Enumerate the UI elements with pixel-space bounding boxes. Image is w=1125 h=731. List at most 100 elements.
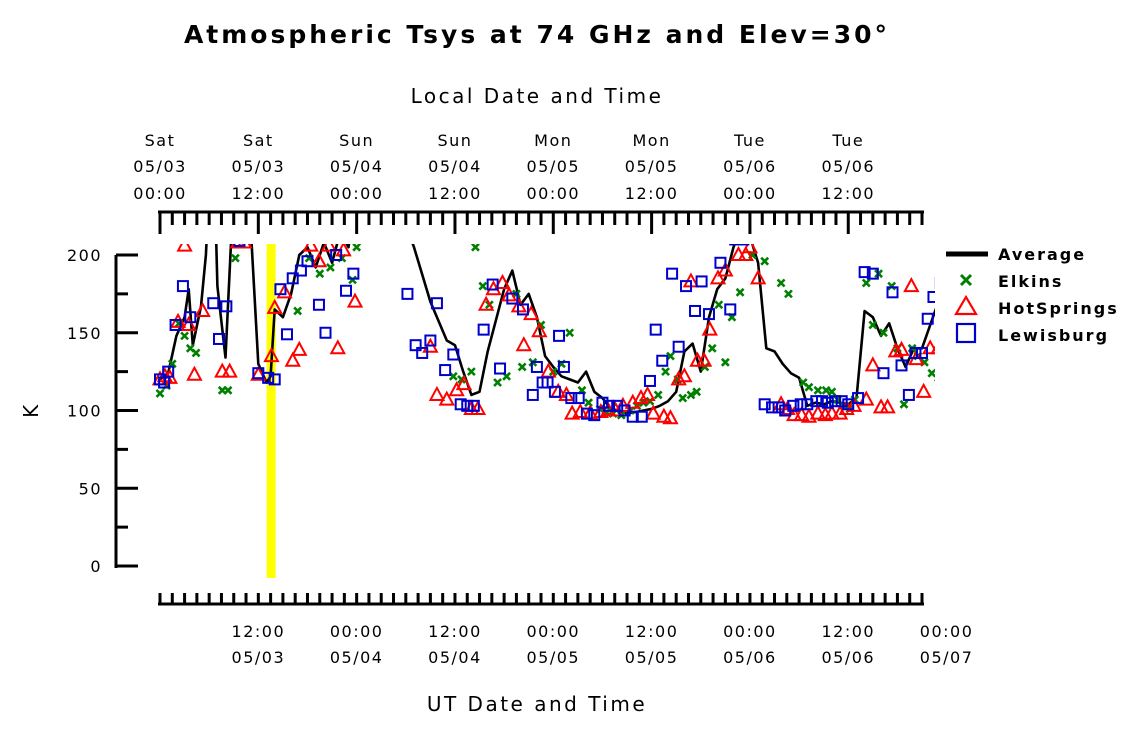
y-tick-label: 50 — [79, 479, 102, 498]
bottom-tick-time: 12:00 — [232, 622, 286, 641]
top-tick-time: 00:00 — [330, 184, 384, 203]
lewisburg-point — [895, 359, 908, 372]
lewisburg-point — [852, 392, 865, 405]
elkins-point — [565, 328, 575, 338]
lewisburg-point — [169, 318, 182, 331]
lewisburg-point — [596, 396, 609, 409]
lewisburg-point — [927, 290, 935, 303]
hotsprings-point — [717, 261, 734, 277]
hotsprings-point — [864, 356, 882, 372]
hotsprings-point — [938, 302, 951, 314]
lewisburg-point — [902, 388, 915, 401]
elkins-point — [661, 367, 670, 377]
bottom-tick-date: 05/05 — [625, 648, 679, 667]
hotsprings-point — [320, 244, 337, 252]
bottom-tick-date: 05/06 — [821, 648, 875, 667]
series-lewisburg — [154, 244, 935, 423]
bottom-tick-time: 00:00 — [330, 622, 384, 641]
lewisburg-point — [829, 395, 842, 408]
lewisburg-point — [553, 329, 566, 342]
lewisburg-point — [695, 275, 708, 288]
top-tick-date: 05/06 — [821, 157, 875, 176]
hotsprings-point — [515, 336, 532, 352]
hotsprings-point — [695, 351, 713, 367]
lewisburg-point — [588, 409, 601, 422]
lewisburg-point — [729, 244, 742, 246]
bottom-tick-time: 00:00 — [723, 622, 777, 641]
y-axis-label: K — [19, 402, 43, 418]
hotsprings-point — [915, 382, 932, 398]
hotsprings-point — [741, 244, 759, 254]
elkins-point — [861, 278, 871, 288]
elkins-point — [326, 263, 335, 272]
elkins-point — [155, 388, 165, 398]
hotsprings-point — [903, 277, 920, 293]
elkins-point — [720, 357, 730, 367]
lewisburg-point — [184, 311, 197, 324]
hotsprings-point — [701, 320, 718, 336]
lewisburg-point — [635, 410, 648, 423]
hotsprings-point — [263, 346, 280, 363]
top-tick-day: Sat — [243, 131, 274, 150]
hotsprings-point — [879, 398, 896, 414]
lewisburg-point — [286, 272, 299, 285]
elkins-point — [933, 374, 935, 382]
elkins-point — [887, 281, 897, 291]
lewisburg-point — [702, 308, 715, 321]
hotsprings-point — [236, 244, 253, 249]
lewisburg-point — [672, 340, 685, 353]
lewisburg-point — [643, 374, 656, 387]
top-tick-time: 00:00 — [133, 184, 187, 203]
lewisburg-point — [274, 283, 287, 296]
hotsprings-point — [632, 388, 650, 405]
elkins-point — [927, 368, 935, 378]
legend-label: Lewisburg — [998, 326, 1109, 345]
lewisburg-point — [714, 256, 727, 269]
lewisburg-point — [794, 398, 807, 411]
lewisburg-point — [866, 267, 879, 280]
lewisburg-point — [506, 292, 519, 305]
lewisburg-point — [516, 303, 529, 316]
hotsprings-point — [749, 269, 767, 285]
x-axis-label: UT Date and Time — [427, 692, 647, 716]
lewisburg-point — [821, 396, 834, 409]
elkins-point — [879, 328, 888, 338]
hotsprings-point — [831, 404, 849, 420]
elkins-point — [868, 320, 878, 330]
lewisburg-point — [262, 371, 275, 384]
elkins-point — [899, 399, 909, 409]
y-tick-label: 100 — [67, 402, 102, 421]
elkins-point — [584, 398, 593, 408]
elkins-point — [293, 306, 303, 316]
lewisburg-point — [339, 284, 352, 297]
lewisburg-point — [557, 360, 570, 373]
lewisburg-point — [301, 255, 314, 268]
top-tick-date: 05/05 — [526, 157, 580, 176]
lewisburg-point — [548, 385, 561, 398]
lewisburg-point — [467, 399, 480, 412]
lewisburg-point — [603, 399, 616, 412]
lewisburg-point — [486, 278, 499, 291]
legend-label: Average — [998, 245, 1086, 264]
bottom-tick-time: 00:00 — [526, 622, 580, 641]
bottom-axis: 12:00 05/03 00:00 05/04 12:00 05/04 00:00 05/05… — [158, 593, 972, 667]
lewisburg-point — [477, 323, 490, 336]
bottom-tick-date: 05/04 — [428, 648, 482, 667]
lewisburg-point — [176, 280, 189, 293]
lewisburg-point — [541, 376, 554, 389]
hotsprings-point — [284, 351, 301, 367]
hotsprings-point — [438, 390, 455, 406]
elkins-point — [478, 281, 488, 291]
hotsprings-point — [662, 409, 679, 425]
elkins-point — [223, 385, 233, 395]
top-tick-day: Mon — [632, 131, 670, 150]
lewisburg-point — [268, 373, 281, 386]
y-axis: 0 50 100 150 200 — [67, 246, 138, 576]
legend-item: Lewisburg — [955, 322, 1109, 345]
bottom-tick-date: 05/03 — [232, 648, 286, 667]
lewisburg-point — [772, 401, 785, 414]
lewisburg-point — [409, 339, 422, 352]
hotsprings-point — [455, 374, 473, 391]
hotsprings-point — [572, 402, 589, 419]
elkins-point — [191, 348, 201, 358]
